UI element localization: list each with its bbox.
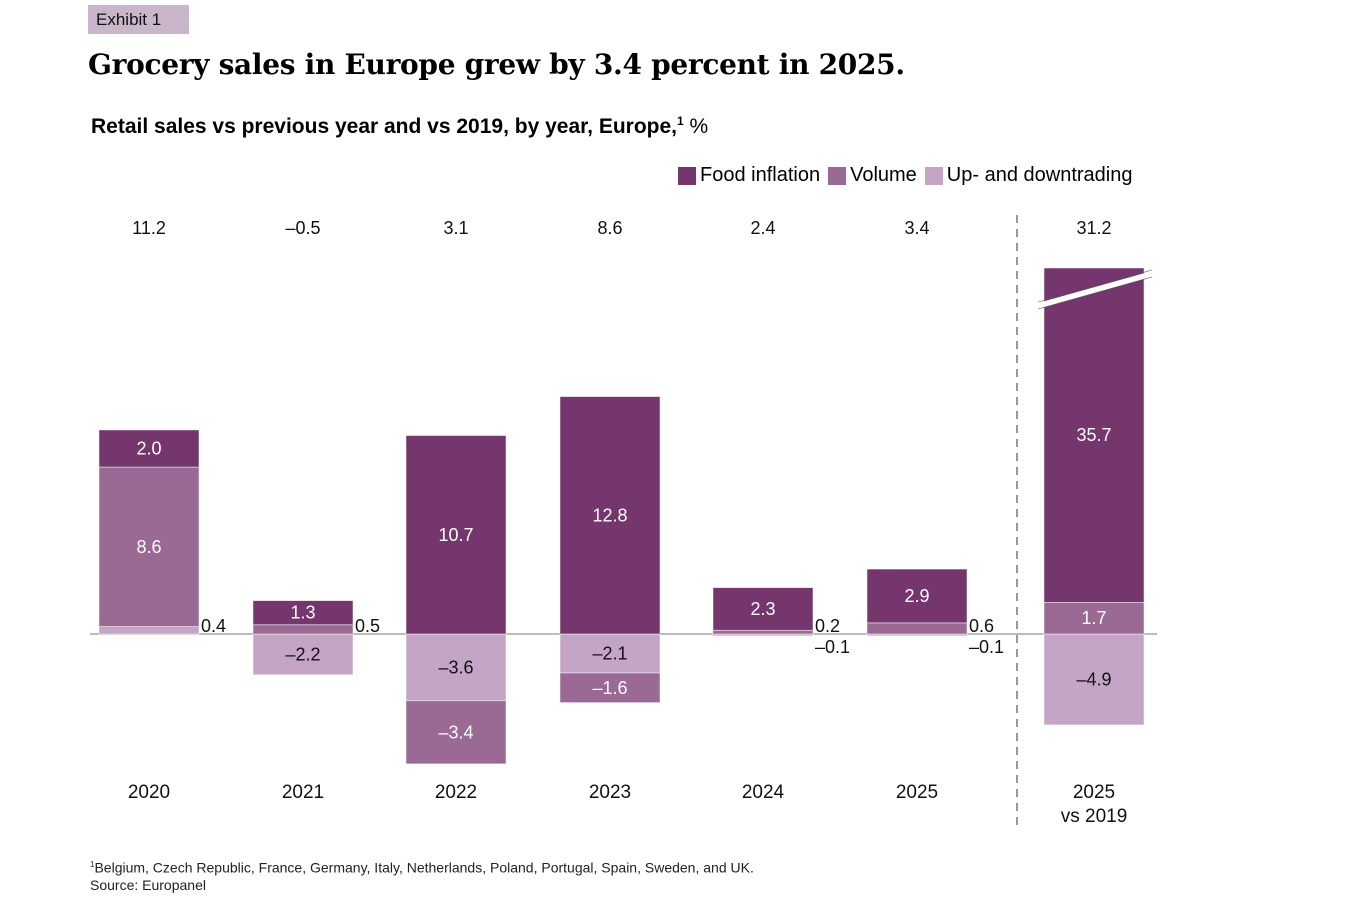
data-label-volume-2021: 0.5 <box>355 616 380 636</box>
bar-up-and-downtrading-2023 <box>559 633 661 674</box>
total-label-2023: 8.6 <box>597 218 622 238</box>
footnote-source: Source: Europanel <box>90 876 206 893</box>
legend-label-up-downtrading: Up- and downtrading <box>946 164 1133 186</box>
bar-up-and-downtrading-2025-vs-2019 <box>1043 633 1145 726</box>
footnote-countries-text: Belgium, Czech Republic, France, Germany… <box>94 859 754 876</box>
data-label-volume-2024: 0.2 <box>815 616 840 636</box>
data-label-volume-2020: 8.6 <box>136 537 161 557</box>
category-label-2025-vs-2019-line1: 2025 <box>1073 782 1115 803</box>
bar-food-inflation-2022 <box>405 435 507 635</box>
legend-swatch-volume <box>828 166 847 185</box>
legend-swatch-food-inflation <box>678 166 696 185</box>
legend-swatch-up-downtrading <box>924 166 943 185</box>
data-label-volume-2025: 0.6 <box>969 616 994 636</box>
data-label-food-inflation-2025: 2.9 <box>904 586 929 606</box>
axis-break-line-lower <box>1037 276 1153 310</box>
total-label-2024: 2.4 <box>750 218 775 238</box>
subtitle-text: Retail sales vs previous year and vs 201… <box>91 115 677 138</box>
bar-up-and-downtrading-2022 <box>405 633 507 702</box>
total-label-2025: 3.4 <box>904 218 929 238</box>
bar-volume-2024 <box>712 629 814 635</box>
bar-food-inflation-2025 <box>866 568 968 624</box>
bar-volume-2025-vs-2019 <box>1043 602 1145 635</box>
bar-food-inflation-2024 <box>712 587 814 631</box>
bar-food-inflation-2021 <box>252 600 354 626</box>
data-label-food-inflation-2023: 12.8 <box>592 505 627 525</box>
legend-item-food-inflation: Food inflation <box>678 164 820 187</box>
chart-subtitle: Retail sales vs previous year and vs 201… <box>91 114 708 139</box>
legend-label-volume: Volume <box>850 164 917 186</box>
footnote: 1Belgium, Czech Republic, France, German… <box>90 856 754 894</box>
exhibit-label: Exhibit 1 <box>88 5 189 34</box>
data-label-food-inflation-2024: 2.3 <box>750 599 775 619</box>
legend-item-up-downtrading: Up- and downtrading <box>924 164 1133 187</box>
data-label-food-inflation-2020: 2.0 <box>136 439 161 459</box>
footnote-marker: 1 <box>90 860 95 869</box>
chart-title: Grocery sales in Europe grew by 3.4 perc… <box>88 48 905 81</box>
category-label-2022: 2022 <box>435 782 477 803</box>
data-label-up-and-downtrading-2022: –3.6 <box>438 657 473 677</box>
bar-food-inflation-2023 <box>559 396 661 635</box>
data-label-up-and-downtrading-2021: –2.2 <box>285 644 320 664</box>
category-label-2025-vs-2019-line2: vs 2019 <box>1061 806 1128 827</box>
legend: Food inflation Volume Up- and downtradin… <box>678 164 1140 187</box>
category-label-2023: 2023 <box>589 782 631 803</box>
data-label-volume-2023: –1.6 <box>592 678 627 698</box>
data-label-food-inflation-2025-vs-2019: 35.7 <box>1076 425 1111 445</box>
legend-item-volume: Volume <box>828 164 917 187</box>
total-label-2021: –0.5 <box>285 218 320 238</box>
category-label-2025: 2025 <box>896 782 938 803</box>
bar-up-and-downtrading-2021 <box>252 633 354 676</box>
category-label-2021: 2021 <box>282 782 324 803</box>
bar-up-and-downtrading-2020 <box>98 626 200 635</box>
bar-volume-2023 <box>559 672 661 704</box>
data-label-up-and-downtrading-2024: –0.1 <box>815 637 850 657</box>
data-label-up-and-downtrading-2020: 0.4 <box>201 616 226 636</box>
bar-food-inflation-2020 <box>98 429 200 468</box>
total-label-2020: 11.2 <box>132 218 166 238</box>
axis-break-marker <box>1038 271 1152 309</box>
subtitle-footnote-marker: 1 <box>677 114 684 128</box>
total-label-2025-vs-2019: 31.2 <box>1076 218 1111 238</box>
bar-volume-2020 <box>98 466 200 627</box>
axis-break-line-upper <box>1037 269 1153 303</box>
data-label-up-and-downtrading-2023: –2.1 <box>592 643 627 663</box>
subtitle-unit: % <box>689 115 709 138</box>
bar-volume-2025 <box>866 622 968 635</box>
data-label-food-inflation-2021: 1.3 <box>290 603 315 623</box>
footnote-countries: 1Belgium, Czech Republic, France, German… <box>90 856 754 877</box>
category-label-2020: 2020 <box>128 782 170 803</box>
total-label-2022: 3.1 <box>443 218 468 238</box>
category-label-2024: 2024 <box>742 782 785 803</box>
bar-volume-2022 <box>405 700 507 765</box>
data-label-up-and-downtrading-2025: –0.1 <box>969 637 1004 657</box>
legend-label-food-inflation: Food inflation <box>700 164 821 186</box>
bar-food-inflation-2025-vs-2019 <box>1043 267 1145 603</box>
data-label-up-and-downtrading-2025-vs-2019: –4.9 <box>1076 669 1111 689</box>
data-label-food-inflation-2022: 10.7 <box>438 525 473 545</box>
data-label-volume-2022: –3.4 <box>438 722 473 742</box>
data-label-volume-2025-vs-2019: 1.7 <box>1081 608 1106 628</box>
bar-volume-2021 <box>252 624 354 635</box>
